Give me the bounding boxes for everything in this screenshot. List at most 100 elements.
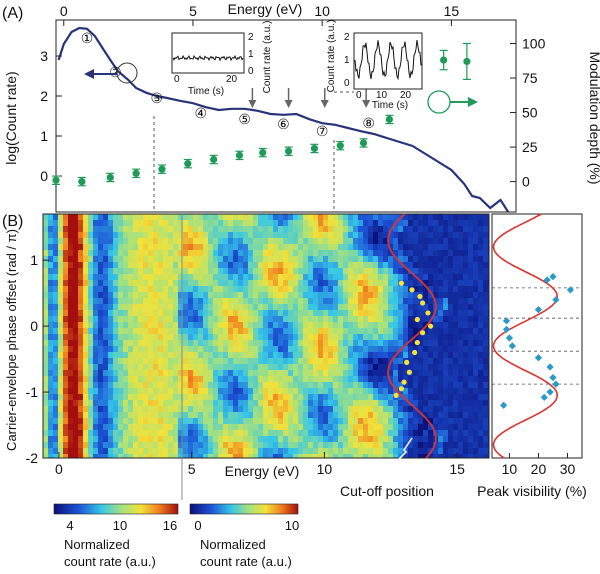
heatmap-cell: [138, 274, 144, 281]
heatmap-cell: [338, 352, 344, 359]
heatmap-cell: [433, 424, 439, 431]
heatmap-cell: [208, 376, 214, 383]
modulation-point: [336, 142, 344, 150]
heatmap-cell: [308, 454, 314, 458]
heatmap-cell: [308, 430, 314, 437]
heatmap-cell: [448, 244, 454, 251]
heatmap-cell: [283, 298, 289, 305]
heatmap-cell: [218, 412, 224, 419]
heatmap-cell: [278, 418, 284, 425]
heatmap-cell: [293, 280, 299, 287]
heatmap-cell: [273, 238, 279, 245]
heatmap-cell: [158, 430, 164, 437]
heatmap-cell: [418, 256, 424, 263]
heatmap-cell: [418, 436, 424, 443]
heatmap-cell: [268, 388, 274, 395]
heatmap-cell: [443, 394, 449, 401]
peak-arrowhead: [248, 100, 257, 108]
heatmap-cell: [368, 220, 374, 227]
heatmap-cell: [108, 286, 114, 293]
heatmap-cell: [468, 406, 474, 413]
heatmap-cell: [373, 430, 379, 437]
heatmap-cell: [348, 256, 354, 263]
heatmap-cell: [203, 310, 209, 317]
heatmap-cell: [168, 418, 174, 425]
heatmap-cell: [483, 388, 489, 395]
heatmap-cell: [473, 436, 479, 443]
heatmap-cell: [68, 214, 74, 221]
heatmap-cell: [423, 442, 429, 449]
heatmap-cell: [283, 352, 289, 359]
heatmap-cell: [93, 388, 99, 395]
heatmap-cell: [218, 298, 224, 305]
heatmap-cell: [173, 340, 179, 347]
heatmap-cell: [213, 424, 219, 431]
heatmap-cell: [138, 436, 144, 443]
panel-b-xtick-label: 10: [317, 461, 333, 477]
heatmap-cell: [393, 364, 399, 371]
heatmap-cell: [163, 232, 169, 239]
heatmap-cell: [283, 448, 289, 455]
inset-1-xlabel: Time (s): [188, 86, 224, 97]
heatmap-cell: [313, 256, 319, 263]
heatmap-cell: [188, 214, 194, 221]
heatmap-cell: [78, 274, 84, 281]
heatmap-cell: [98, 214, 104, 221]
heatmap-cell: [68, 238, 74, 245]
heatmap-cell: [198, 286, 204, 293]
heatmap-cell: [158, 424, 164, 431]
heatmap-cell: [443, 388, 449, 395]
heatmap-cell: [238, 448, 244, 455]
heatmap-cell: [78, 298, 84, 305]
heatmap-cell: [378, 322, 384, 329]
heatmap-cell: [88, 220, 94, 227]
heatmap-cell: [253, 274, 259, 281]
heatmap-cell: [73, 334, 79, 341]
heatmap-cell: [193, 418, 199, 425]
heatmap-cell: [273, 346, 279, 353]
panel-b-ytick-label: 0: [30, 318, 38, 334]
heatmap-cell: [448, 364, 454, 371]
heatmap-cell: [383, 406, 389, 413]
heatmap-cell: [308, 274, 314, 281]
heatmap-cell: [383, 274, 389, 281]
heatmap-cell: [338, 250, 344, 257]
heatmap-cell: [388, 376, 394, 383]
heatmap-cell: [83, 250, 89, 257]
heatmap-cell: [428, 280, 434, 287]
heatmap-cell: [323, 406, 329, 413]
heatmap-cell: [203, 262, 209, 269]
heatmap-cell: [133, 400, 139, 407]
heatmap-cell: [363, 214, 369, 221]
heatmap-cell: [458, 412, 464, 419]
heatmap-cell: [483, 334, 489, 341]
heatmap-cell: [103, 352, 109, 359]
heatmap-cell: [383, 424, 389, 431]
heatmap-cell: [393, 214, 399, 221]
heatmap-cell: [213, 232, 219, 239]
heatmap-cell: [453, 394, 459, 401]
heatmap-cell: [48, 274, 54, 281]
heatmap-cell: [133, 274, 139, 281]
heatmap-cell: [178, 394, 184, 401]
heatmap-cell: [323, 322, 329, 329]
heatmap-cell: [398, 274, 404, 281]
heatmap-cell: [223, 256, 229, 263]
heatmap-cell: [453, 442, 459, 449]
heatmap-cell: [428, 442, 434, 449]
heatmap-cell: [78, 406, 84, 413]
heatmap-cell: [398, 304, 404, 311]
heatmap-cell: [198, 418, 204, 425]
heatmap-cell: [338, 376, 344, 383]
heatmap-cell: [53, 346, 59, 353]
heatmap-cell: [188, 418, 194, 425]
heatmap-cell: [113, 232, 119, 239]
heatmap-cell: [148, 238, 154, 245]
heatmap-cell: [213, 364, 219, 371]
heatmap-cell: [288, 406, 294, 413]
heatmap-cell: [98, 292, 104, 299]
heatmap-cell: [233, 220, 239, 227]
heatmap-cell: [118, 280, 124, 287]
heatmap-cell: [303, 394, 309, 401]
heatmap-cell: [273, 430, 279, 437]
